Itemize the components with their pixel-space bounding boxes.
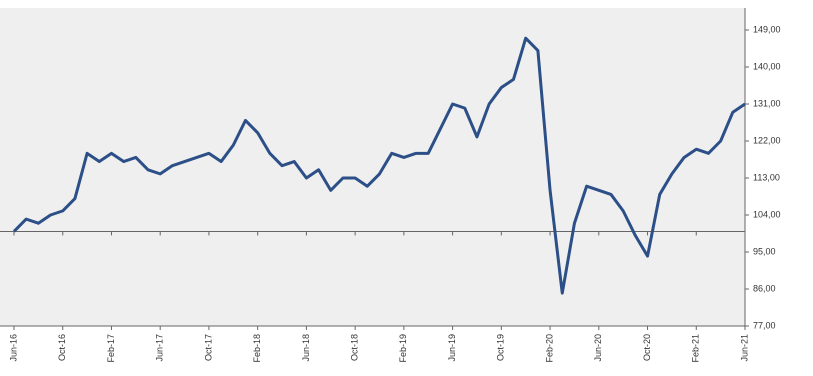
x-tick-label: Feb-17	[106, 334, 116, 363]
y-tick-label: 122,00	[753, 135, 781, 145]
y-tick-label: 77,00	[753, 320, 776, 330]
data-line	[12, 36, 746, 295]
x-tick-label: Jun-19	[447, 334, 457, 362]
x-tick-label: Feb-21	[691, 334, 701, 363]
y-tick-label: 95,00	[753, 246, 776, 256]
x-tick-label: Oct-16	[57, 334, 67, 361]
x-tick-label: Feb-19	[398, 334, 408, 363]
x-tick-label: Jun-20	[593, 334, 603, 362]
x-tick-label: Jun-17	[155, 334, 165, 362]
x-tick-label: Oct-18	[350, 334, 360, 361]
y-tick-label: 113,00	[753, 172, 780, 182]
y-tick-label: 104,00	[753, 209, 781, 219]
x-tick-label: Jun-18	[301, 334, 311, 362]
x-tick-label: Jun-21	[739, 334, 749, 362]
x-tick-label: Jun-16	[8, 334, 18, 362]
y-tick-label: 86,00	[753, 283, 776, 293]
x-tick-label: Oct-17	[203, 334, 213, 361]
y-tick-label: 140,00	[753, 61, 781, 71]
plot-area	[0, 8, 745, 326]
x-tick-label: Feb-20	[544, 334, 554, 363]
x-tick-label: Feb-18	[252, 334, 262, 363]
x-tick-label: Oct-20	[642, 334, 652, 361]
y-tick-label: 131,00	[753, 98, 781, 108]
x-tick-label: Oct-19	[496, 334, 506, 361]
y-tick-label: 149,00	[753, 24, 781, 34]
